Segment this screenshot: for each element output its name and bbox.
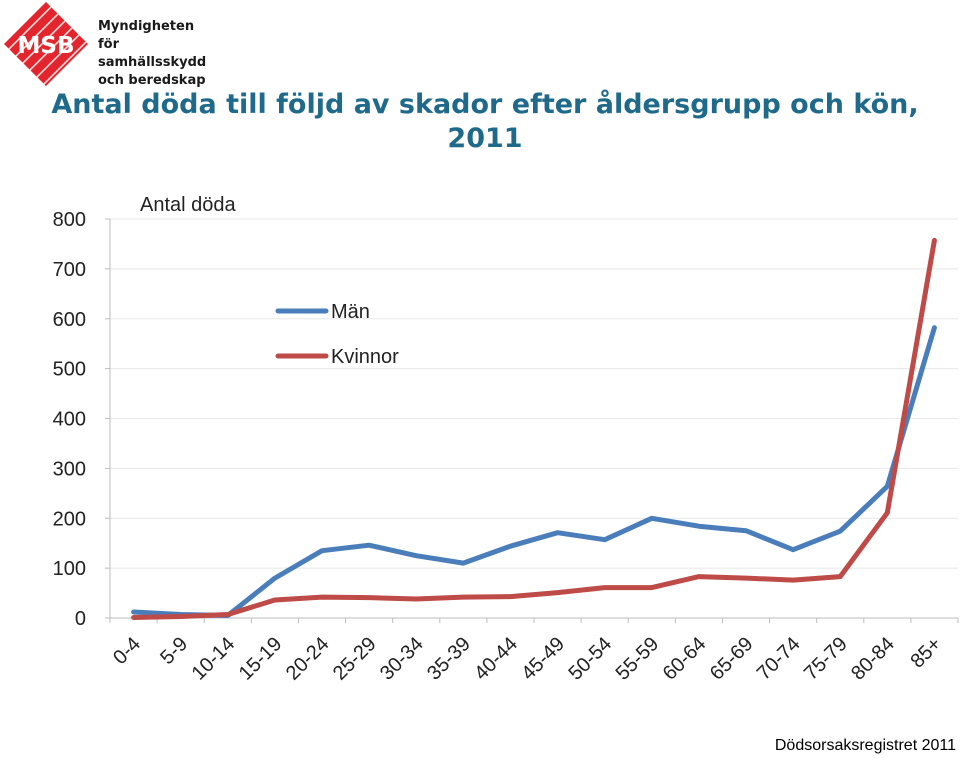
x-tick-label: 0-4 [109,633,145,669]
x-tick-label: 20-24 [282,633,334,685]
y-tick-label: 800 [53,209,86,231]
x-tick-label: 40-44 [470,633,522,685]
x-tick-label: 45-49 [517,633,569,685]
series-line-men [131,325,937,618]
x-tick-label: 65-69 [706,633,758,685]
x-tick-label: 5-9 [156,633,192,669]
y-tick-label: 700 [53,259,86,281]
x-tick-label: 80-84 [847,633,899,685]
x-tick-label: 25-29 [329,633,381,685]
y-tick-label: 500 [53,359,86,381]
title-line-2: 2011 [447,123,523,154]
msb-logo-icon: MSB [4,2,88,86]
logo-line-2: samhällsskydd [98,55,207,70]
page-title: Antal döda till följd av skador efter ål… [30,88,940,156]
x-tick-label: 15-19 [235,633,287,685]
series-line-women [131,237,937,620]
x-tick-label: 30-34 [376,633,428,685]
x-tick-label: 85+ [906,633,946,673]
legend-label: Kvinnor [331,346,399,368]
logo-line-3: och beredskap [98,73,206,88]
logo-line-1: Myndigheten för [98,19,195,52]
logo-abbr: MSB [18,33,75,59]
x-tick-label: 55-59 [612,633,664,685]
y-tick-label: 300 [53,458,86,480]
x-tick-label: 10-14 [188,633,240,685]
y-tick-label: 100 [53,558,86,580]
y-tick-label: 600 [53,309,86,331]
logo-text: Myndigheten för samhällsskydd och bereds… [98,18,206,90]
x-tick-label: 50-54 [564,633,616,685]
title-line-1: Antal döda till följd av skador efter ål… [51,89,919,120]
legend-label: Män [331,301,370,323]
x-tick-label: 70-74 [753,633,805,685]
x-tick-label: 60-64 [659,633,711,685]
y-tick-label: 0 [75,608,86,630]
source-note: Dödsorsaksregistret 2011 [774,737,956,754]
y-axis-label: Antal döda [140,194,237,216]
x-tick-label: 75-79 [800,633,852,685]
y-tick-label: 200 [53,508,86,530]
y-tick-label: 400 [53,409,86,431]
x-tick-label: 35-39 [423,633,475,685]
msb-logo: MSB Myndigheten för samhällsskydd och be… [4,2,206,88]
